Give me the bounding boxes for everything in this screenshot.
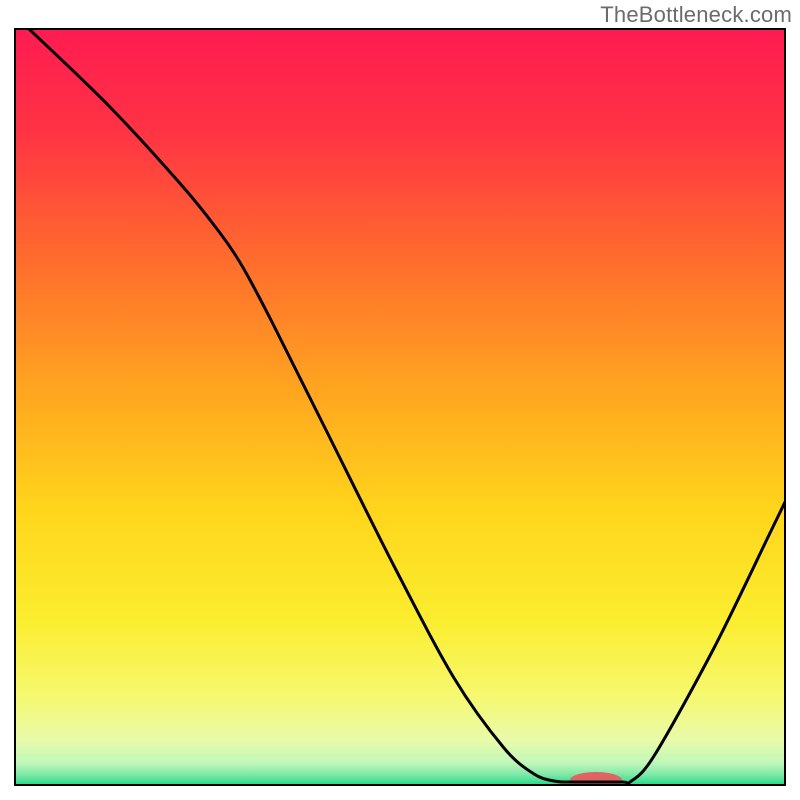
chart-svg xyxy=(14,28,786,786)
chart-background xyxy=(14,28,786,786)
watermark-text: TheBottleneck.com xyxy=(600,2,792,28)
bottleneck-chart xyxy=(14,28,786,786)
